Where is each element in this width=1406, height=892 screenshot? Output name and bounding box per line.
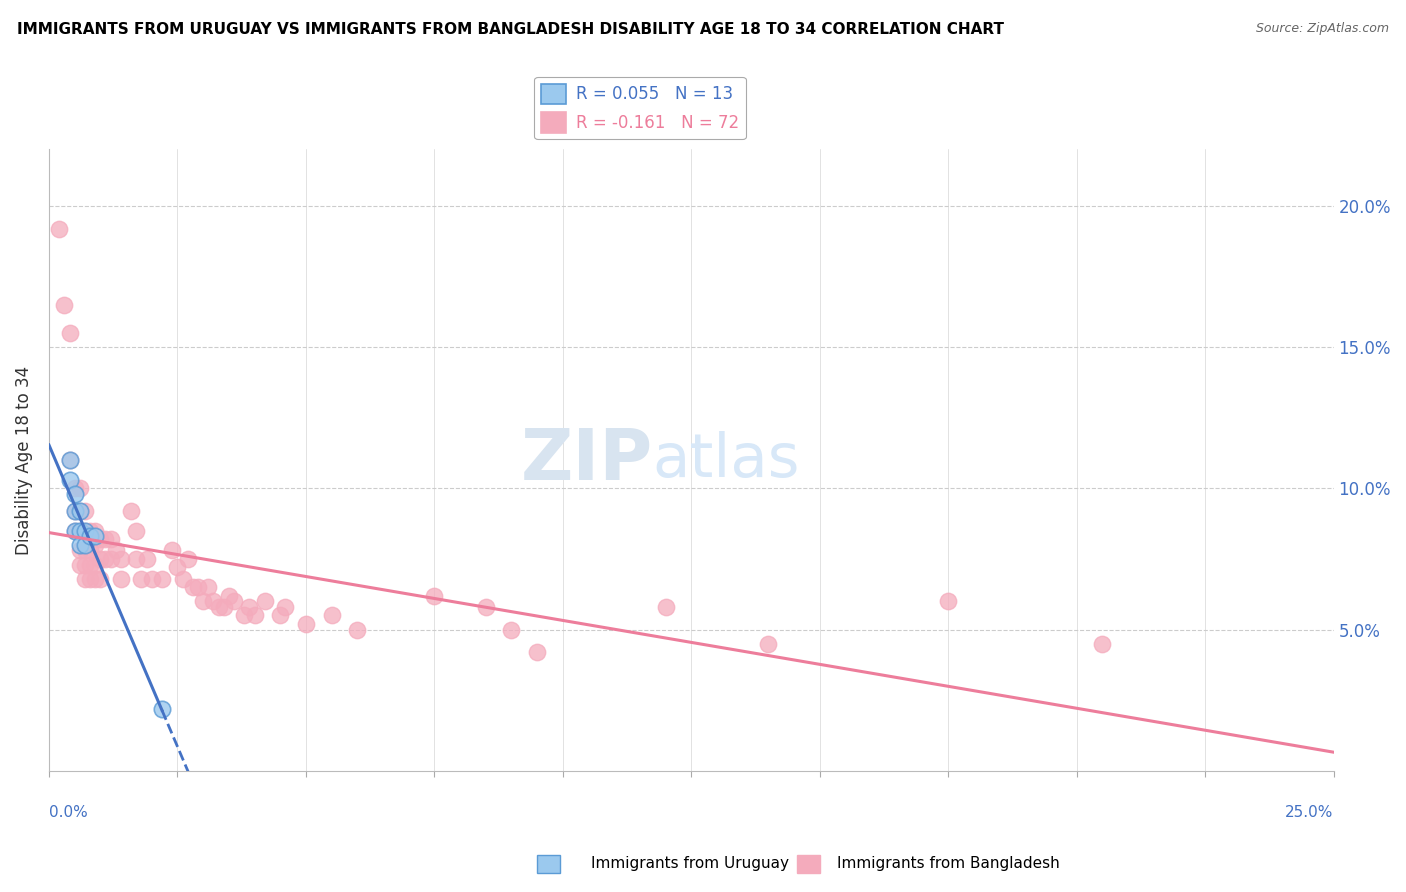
Point bbox=[84, 524, 107, 538]
Point bbox=[69, 538, 91, 552]
Text: Immigrants from Bangladesh: Immigrants from Bangladesh bbox=[837, 856, 1059, 871]
Point bbox=[936, 594, 959, 608]
Text: 25.0%: 25.0% bbox=[1285, 805, 1334, 820]
Point bbox=[58, 326, 80, 340]
Text: 0.0%: 0.0% bbox=[49, 805, 87, 820]
Point bbox=[274, 599, 297, 614]
Point bbox=[191, 594, 214, 608]
Point bbox=[79, 558, 101, 572]
Point bbox=[131, 572, 153, 586]
Point bbox=[63, 524, 86, 538]
Point bbox=[69, 504, 91, 518]
Point bbox=[166, 560, 188, 574]
Point bbox=[233, 608, 256, 623]
Point bbox=[69, 481, 91, 495]
Point bbox=[94, 532, 117, 546]
Point bbox=[58, 453, 80, 467]
Point bbox=[63, 504, 86, 518]
Point bbox=[162, 543, 184, 558]
Point bbox=[84, 558, 107, 572]
Point bbox=[63, 481, 86, 495]
Point bbox=[63, 487, 86, 501]
Point bbox=[202, 594, 225, 608]
Text: Source: ZipAtlas.com: Source: ZipAtlas.com bbox=[1256, 22, 1389, 36]
Point bbox=[89, 532, 111, 546]
Point bbox=[48, 221, 70, 235]
Point bbox=[526, 645, 548, 659]
Point bbox=[73, 538, 96, 552]
Point bbox=[79, 543, 101, 558]
Point bbox=[69, 524, 91, 538]
Point bbox=[172, 572, 194, 586]
Point bbox=[110, 552, 132, 566]
Point bbox=[150, 572, 173, 586]
Point bbox=[187, 580, 209, 594]
Point bbox=[758, 637, 780, 651]
Point bbox=[222, 594, 245, 608]
Point bbox=[73, 524, 96, 538]
Point bbox=[79, 524, 101, 538]
Point bbox=[423, 589, 446, 603]
Point bbox=[120, 504, 142, 518]
Point bbox=[125, 524, 148, 538]
Point bbox=[150, 701, 173, 715]
Point bbox=[84, 529, 107, 543]
Point bbox=[238, 599, 260, 614]
Point bbox=[346, 623, 368, 637]
Point bbox=[181, 580, 204, 594]
Point bbox=[654, 599, 676, 614]
Point bbox=[69, 504, 91, 518]
Point bbox=[295, 616, 318, 631]
Point bbox=[501, 623, 523, 637]
Point bbox=[253, 594, 276, 608]
Point bbox=[73, 572, 96, 586]
Legend: R = 0.055   N = 13, R = -0.161   N = 72: R = 0.055 N = 13, R = -0.161 N = 72 bbox=[534, 77, 745, 139]
Point bbox=[69, 543, 91, 558]
Point bbox=[321, 608, 343, 623]
Text: Immigrants from Uruguay: Immigrants from Uruguay bbox=[591, 856, 789, 871]
Point bbox=[212, 599, 235, 614]
Point bbox=[58, 453, 80, 467]
Point bbox=[73, 524, 96, 538]
Point bbox=[94, 552, 117, 566]
Point bbox=[79, 529, 101, 543]
Point bbox=[89, 572, 111, 586]
Point bbox=[141, 572, 163, 586]
Point bbox=[73, 543, 96, 558]
Point bbox=[73, 558, 96, 572]
Point bbox=[110, 572, 132, 586]
Point bbox=[207, 599, 229, 614]
Point bbox=[63, 524, 86, 538]
Point bbox=[89, 552, 111, 566]
Point bbox=[100, 552, 122, 566]
Text: ZIP: ZIP bbox=[520, 425, 652, 494]
Point bbox=[1091, 637, 1114, 651]
Point bbox=[125, 552, 148, 566]
Point bbox=[100, 532, 122, 546]
Y-axis label: Disability Age 18 to 34: Disability Age 18 to 34 bbox=[15, 366, 32, 555]
Point bbox=[69, 524, 91, 538]
Point bbox=[218, 589, 240, 603]
Point bbox=[269, 608, 291, 623]
Text: IMMIGRANTS FROM URUGUAY VS IMMIGRANTS FROM BANGLADESH DISABILITY AGE 18 TO 34 CO: IMMIGRANTS FROM URUGUAY VS IMMIGRANTS FR… bbox=[17, 22, 1004, 37]
Point bbox=[84, 572, 107, 586]
Point bbox=[58, 473, 80, 487]
Point bbox=[73, 504, 96, 518]
Point bbox=[177, 552, 200, 566]
Point bbox=[84, 538, 107, 552]
Point bbox=[63, 504, 86, 518]
Point bbox=[104, 543, 127, 558]
Text: atlas: atlas bbox=[652, 431, 800, 490]
Point bbox=[69, 558, 91, 572]
Point bbox=[474, 599, 496, 614]
Point bbox=[79, 572, 101, 586]
Point bbox=[243, 608, 266, 623]
Point bbox=[135, 552, 157, 566]
Point bbox=[53, 298, 76, 312]
Point bbox=[197, 580, 219, 594]
